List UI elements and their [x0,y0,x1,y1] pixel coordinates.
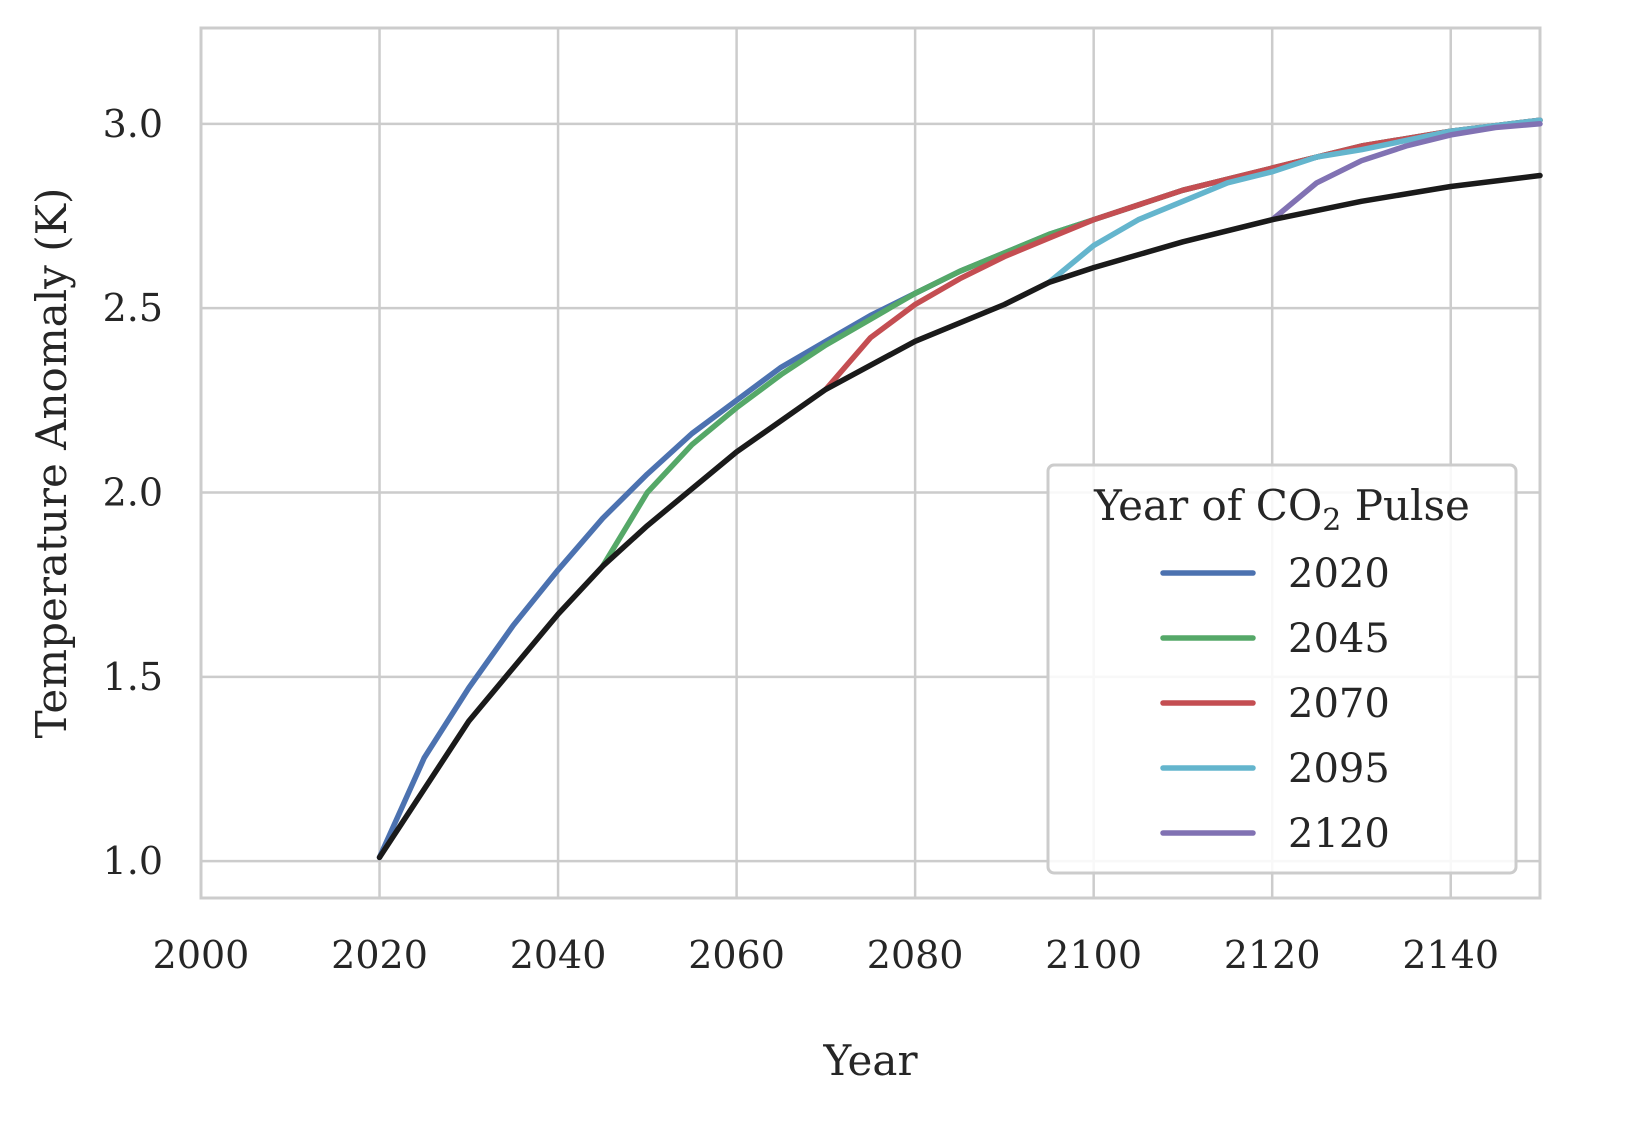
x-tick-label: 2000 [153,933,250,977]
legend-label-2095: 2095 [1288,746,1390,792]
legend-title-suffix: Pulse [1341,481,1470,530]
legend: Year of CO2 Pulse 2020 2045 2070 2095 2120 [1046,463,1518,875]
plot-frame [199,26,1542,900]
x-tick-label: 2080 [867,933,964,977]
x-tick-label: 2140 [1402,933,1499,977]
legend-title: Year of CO2 Pulse [1093,481,1470,538]
legend-title-subscript: 2 [1322,503,1341,538]
x-tick-labels: 2000 2020 2040 2060 2080 2100 2120 2140 [153,933,1499,977]
x-tick-label: 2060 [688,933,785,977]
series-line-2070 [823,117,1543,393]
legend-label-2070: 2070 [1288,681,1390,727]
legend-label-2020: 2020 [1288,551,1390,597]
legend-label-2045: 2045 [1288,616,1390,662]
legend-items: 2020 2045 2070 2095 2120 [1160,551,1390,857]
legend-label-2120: 2120 [1288,811,1390,857]
series-lines [376,117,1543,861]
x-axis-label: Year [822,1036,918,1085]
x-tick-label: 2100 [1045,933,1142,977]
y-tick-label: 2.0 [103,470,163,514]
y-tick-label: 3.0 [103,102,163,146]
legend-title-prefix: Year of CO [1093,481,1322,530]
y-tick-label: 2.5 [103,286,163,330]
y-axis-label: Temperature Anomaly (K) [27,188,76,739]
legend-box [1046,463,1518,875]
series-line-2095 [1046,117,1543,286]
y-tick-label: 1.0 [103,839,163,883]
x-tick-label: 2120 [1224,933,1321,977]
baseline-line [376,172,1543,861]
x-tick-label: 2020 [331,933,428,977]
y-tick-label: 1.5 [103,655,163,699]
x-tick-label: 2040 [510,933,607,977]
series-line-2120 [1269,121,1543,223]
y-tick-labels: 1.0 1.5 2.0 2.5 3.0 [103,102,163,883]
